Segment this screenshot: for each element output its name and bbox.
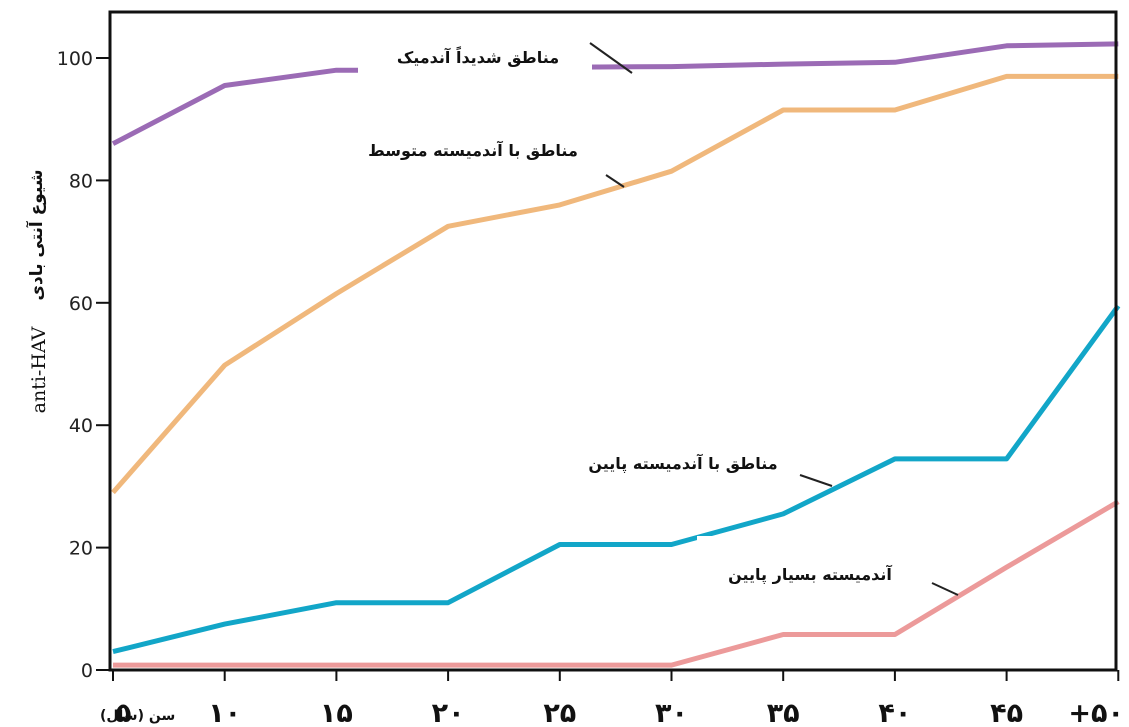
x-tick-label: ۵	[115, 698, 131, 727]
series-line-2	[111, 73, 1119, 495]
y-tick-label: 60	[69, 293, 93, 315]
y-axis-label-persian: شیوع آنتی بادی	[25, 169, 47, 300]
x-axis-unit-label: سن (سال)	[100, 708, 175, 724]
leader-line	[605, 174, 625, 188]
leader-line	[589, 42, 633, 74]
y-tick-label: 40	[69, 415, 93, 437]
y-ticks: 0 20 40 60 80 100	[57, 48, 110, 682]
series-labels: مناطق شدیداً آندمیک مناطق با آندمیسته متو…	[358, 42, 959, 596]
series-label-2: مناطق با آندمیسته متوسط	[368, 140, 578, 160]
x-tick-label: ۳۵	[767, 698, 800, 727]
y-tick-label: 20	[69, 538, 93, 560]
label-background	[697, 536, 724, 558]
y-tick-label: 100	[57, 48, 93, 70]
series-label-1: مناطق شدیداً آندمیک	[397, 45, 559, 67]
x-ticks: ۵ ۱۰ ۱۵ ۲۰ ۲۵ ۳۰ ۳۵ ۴۰ ۴۵ +۵۰	[112, 670, 1124, 727]
series-line-3	[112, 304, 1121, 655]
series-label-4: آندمیسته بسیار پایین	[728, 564, 892, 585]
x-tick-label: ۲۵	[543, 698, 576, 727]
series-line-1	[111, 41, 1119, 146]
x-tick-label: ۴۵	[990, 698, 1023, 727]
x-tick-label: ۲۰	[432, 698, 465, 727]
label-background	[358, 48, 592, 75]
x-tick-label: ۱۰	[208, 698, 241, 727]
x-tick-label: ۴۰	[878, 698, 911, 727]
leader-line	[799, 474, 833, 487]
x-tick-label: +۵۰	[1068, 698, 1124, 727]
y-tick-label: 80	[69, 170, 93, 192]
y-tick-label: 0	[81, 660, 93, 682]
series-label-3: مناطق با آندمیسته پایین	[588, 453, 777, 474]
plot-frame	[108, 10, 1118, 672]
y-axis-label-latin: anti-HAV	[28, 326, 50, 413]
leader-line	[931, 582, 959, 596]
x-tick-label: ۳۰	[655, 698, 688, 727]
x-tick-label: ۱۵	[320, 698, 353, 727]
series-line-4	[113, 499, 1120, 668]
series-lines	[111, 41, 1121, 668]
